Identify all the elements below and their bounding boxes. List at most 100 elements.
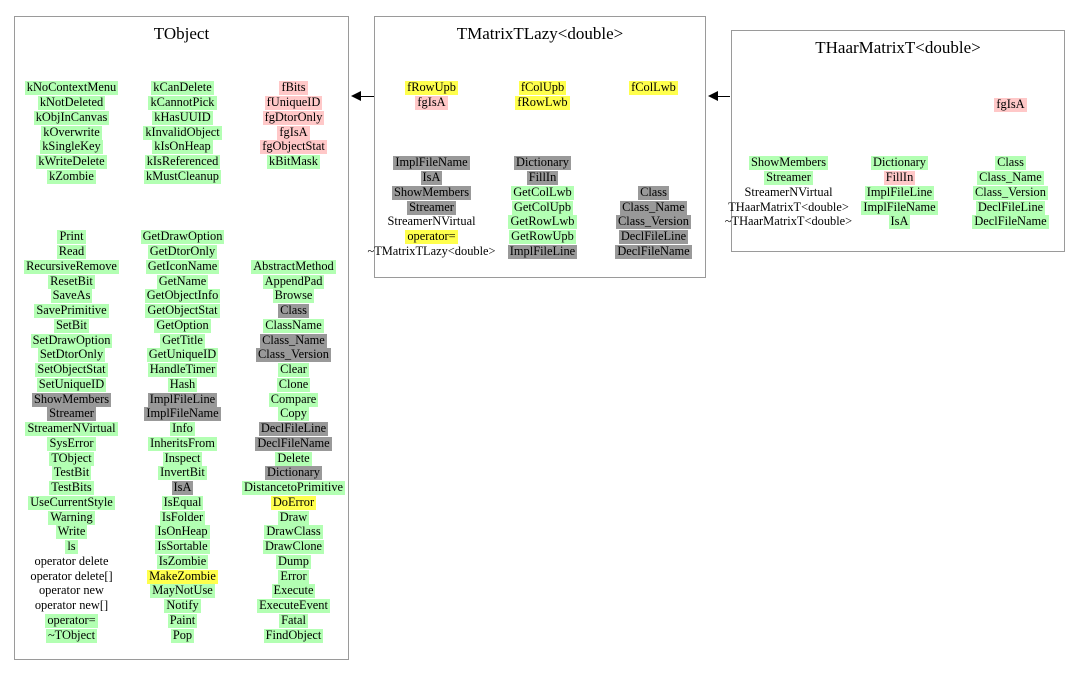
member-read[interactable]: Read	[56, 244, 87, 260]
member-clear[interactable]: Clear	[278, 362, 309, 378]
member-setobjectstat[interactable]: SetObjectStat	[35, 362, 108, 378]
member-executeevent[interactable]: ExecuteEvent	[257, 598, 330, 614]
member-execute[interactable]: Execute	[271, 583, 316, 599]
member-koverwrite[interactable]: kOverwrite	[41, 124, 102, 140]
member-implfileline[interactable]: ImplFileLine	[864, 184, 935, 200]
member-frowlwb[interactable]: fRowLwb	[515, 95, 570, 111]
member-implfilename[interactable]: ImplFileName	[144, 406, 221, 422]
member-getname[interactable]: GetName	[156, 273, 209, 289]
member-isequal[interactable]: IsEqual	[161, 494, 204, 510]
member-streamernvirtual[interactable]: StreamerNVirtual	[387, 214, 476, 229]
member-makezombie[interactable]: MakeZombie	[147, 568, 218, 584]
member-getcollwb[interactable]: GetColLwb	[511, 184, 574, 200]
member-doerror[interactable]: DoError	[270, 494, 317, 510]
member-class[interactable]: Class	[278, 303, 309, 319]
member-fgdtoronly[interactable]: fgDtorOnly	[262, 109, 325, 125]
member-findobject[interactable]: FindObject	[263, 627, 324, 643]
member-distancetoprimitive[interactable]: DistancetoPrimitive	[241, 480, 346, 496]
member-isfolder[interactable]: IsFolder	[159, 509, 206, 525]
member-getuniqueid[interactable]: GetUniqueID	[146, 347, 219, 363]
member-class-name[interactable]: Class_Name	[977, 170, 1044, 186]
member-ksinglekey[interactable]: kSingleKey	[40, 139, 103, 155]
member-operator-delete[interactable]: operator delete	[34, 553, 109, 568]
member-implfilename[interactable]: ImplFileName	[861, 199, 938, 215]
member-testbit[interactable]: TestBit	[51, 465, 92, 481]
member-usecurrentstyle[interactable]: UseCurrentStyle	[28, 494, 115, 510]
member-getobjectinfo[interactable]: GetObjectInfo	[144, 288, 221, 304]
member-isa[interactable]: IsA	[888, 214, 911, 230]
member-getrowupb[interactable]: GetRowUpb	[509, 229, 576, 245]
member-setuniqueid[interactable]: SetUniqueID	[36, 376, 107, 392]
member-fgisa[interactable]: fgIsA	[415, 95, 448, 111]
member-kwritedelete[interactable]: kWriteDelete	[36, 154, 107, 170]
member-frowupb[interactable]: fRowUpb	[405, 80, 458, 96]
member-geticonname[interactable]: GetIconName	[145, 258, 220, 274]
member-declfilename[interactable]: DeclFileName	[615, 243, 692, 259]
member-getcolupb[interactable]: GetColUpb	[511, 199, 574, 215]
member-operator-new[interactable]: operator new	[38, 583, 105, 598]
member-kbitmask[interactable]: kBitMask	[267, 154, 320, 170]
member-delete[interactable]: Delete	[275, 450, 312, 466]
member-declfileline[interactable]: DeclFileLine	[258, 421, 329, 437]
member-issortable[interactable]: IsSortable	[155, 539, 210, 555]
member-kisonheap[interactable]: kIsOnHeap	[152, 139, 213, 155]
member-streamernvirtual[interactable]: StreamerNVirtual	[25, 421, 118, 437]
member-gettitle[interactable]: GetTitle	[160, 332, 205, 348]
member-showmembers[interactable]: ShowMembers	[31, 391, 112, 407]
member-invertbit[interactable]: InvertBit	[158, 465, 207, 481]
member-getoption[interactable]: GetOption	[154, 317, 211, 333]
member-streamer[interactable]: Streamer	[407, 199, 456, 215]
member-draw[interactable]: Draw	[277, 509, 310, 525]
member-inheritsfrom[interactable]: InheritsFrom	[148, 435, 217, 451]
member-fbits[interactable]: fBits	[279, 80, 308, 96]
member-dump[interactable]: Dump	[276, 553, 311, 569]
member-getobjectstat[interactable]: GetObjectStat	[145, 303, 220, 319]
member-paint[interactable]: Paint	[167, 612, 198, 628]
member-inspect[interactable]: Inspect	[162, 450, 203, 466]
member-copy[interactable]: Copy	[278, 406, 309, 422]
member-tobject[interactable]: TObject	[49, 450, 94, 466]
member-knocontextmenu[interactable]: kNoContextMenu	[24, 80, 119, 96]
member-declfileline[interactable]: DeclFileLine	[618, 229, 689, 245]
member-class-name[interactable]: Class_Name	[260, 332, 327, 348]
member-syserror[interactable]: SysError	[47, 435, 96, 451]
member-thaarmatrixt-double[interactable]: THaarMatrixT<double>	[728, 199, 849, 214]
class-title-tmatrixtlazy[interactable]: TMatrixTLazy<double>	[456, 24, 624, 43]
member-notify[interactable]: Notify	[164, 598, 201, 614]
member-fillin[interactable]: FillIn	[883, 170, 916, 186]
member-class-version[interactable]: Class_Version	[973, 184, 1048, 200]
member-clone[interactable]: Clone	[276, 376, 311, 392]
class-title-tobject[interactable]: TObject	[153, 24, 210, 43]
member-showmembers[interactable]: ShowMembers	[391, 184, 472, 200]
member-isa[interactable]: IsA	[171, 480, 194, 496]
member-streamernvirtual[interactable]: StreamerNVirtual	[744, 184, 833, 199]
member-fcolupb[interactable]: fColUpb	[518, 80, 567, 96]
member-kisreferenced[interactable]: kIsReferenced	[144, 154, 221, 170]
member-operator-delete[interactable]: operator delete[]	[30, 568, 113, 583]
member-class-name[interactable]: Class_Name	[620, 199, 687, 215]
member-khasuuid[interactable]: kHasUUID	[152, 109, 213, 125]
member-operator[interactable]: operator=	[405, 229, 458, 245]
member-kmustcleanup[interactable]: kMustCleanup	[144, 168, 221, 184]
member-fatal[interactable]: Fatal	[279, 612, 308, 628]
member-fillin[interactable]: FillIn	[526, 170, 559, 186]
member-pop[interactable]: Pop	[170, 627, 195, 643]
member-info[interactable]: Info	[170, 421, 195, 437]
member-funiqueid[interactable]: fUniqueID	[264, 95, 323, 111]
member-class[interactable]: Class	[638, 184, 669, 200]
member-implfileline[interactable]: ImplFileLine	[147, 391, 218, 407]
member-browse[interactable]: Browse	[272, 288, 315, 304]
member-getdrawoption[interactable]: GetDrawOption	[140, 229, 225, 245]
member-operator-new[interactable]: operator new[]	[34, 598, 109, 613]
member-declfileline[interactable]: DeclFileLine	[975, 199, 1046, 215]
member-saveas[interactable]: SaveAs	[50, 288, 93, 304]
member-getrowlwb[interactable]: GetRowLwb	[508, 214, 577, 230]
member-drawclone[interactable]: DrawClone	[262, 539, 325, 555]
class-title-thaarmatrixt[interactable]: THaarMatrixT<double>	[815, 38, 981, 57]
member-dictionary[interactable]: Dictionary	[871, 155, 928, 171]
member-drawclass[interactable]: DrawClass	[264, 524, 323, 540]
member-hash[interactable]: Hash	[167, 376, 198, 392]
member-kinvalidobject[interactable]: kInvalidObject	[143, 124, 222, 140]
member-thaarmatrixt-double[interactable]: ~THaarMatrixT<double>	[724, 214, 853, 229]
member-class[interactable]: Class	[995, 155, 1026, 171]
